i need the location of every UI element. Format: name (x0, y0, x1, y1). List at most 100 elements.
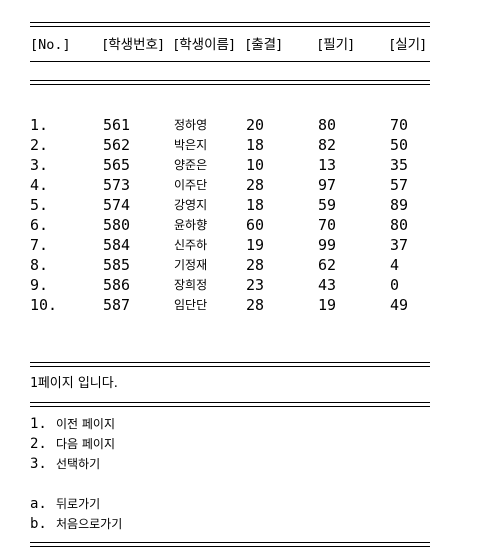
menu-item-prev-page[interactable]: 1. 이전 페이지 (30, 414, 430, 434)
menu-label: 다음 페이지 (56, 437, 116, 451)
footer-bottom-rule-2 (30, 546, 430, 547)
page-indicator: 1페이지 입니다. (30, 374, 118, 394)
row-no: 9. (30, 276, 49, 294)
table-row: 3. 565 양준은 10 13 35 (30, 155, 450, 175)
header-top-rule-2 (30, 26, 430, 27)
menu-key: a. (30, 496, 47, 512)
header-written: [필기] (318, 37, 354, 53)
menu-item-go-back[interactable]: a. 뒤로가기 (30, 494, 430, 514)
row-attendance: 28 (246, 176, 265, 194)
row-student-name: 양준은 (174, 158, 208, 172)
row-written: 82 (318, 136, 337, 154)
table-row: 6. 580 윤하향 60 70 80 (30, 215, 450, 235)
header-attendance: [출결] (246, 37, 282, 53)
row-no: 3. (30, 156, 49, 174)
row-practical: 35 (390, 156, 409, 174)
row-practical: 57 (390, 176, 409, 194)
menu-label: 선택하기 (56, 457, 101, 471)
footer-bottom-rule-1 (30, 542, 430, 543)
menu-key: 3. (30, 456, 47, 472)
menu-label: 이전 페이지 (56, 417, 116, 431)
row-no: 4. (30, 176, 49, 194)
row-no: 2. (30, 136, 49, 154)
row-attendance: 28 (246, 256, 265, 274)
menu-label: 뒤로가기 (56, 497, 101, 511)
header-student-id: [학생번호] (103, 37, 164, 53)
row-student-id: 587 (103, 296, 131, 314)
row-no: 1. (30, 116, 49, 134)
menu-label: 처음으로가기 (56, 517, 123, 531)
row-student-id: 584 (103, 236, 131, 254)
header-top-rule-1 (30, 22, 430, 23)
table-row: 1. 561 정하영 20 80 70 (30, 115, 450, 135)
menu-top-rule-2 (30, 406, 430, 407)
footer-top-rule-1 (30, 362, 430, 363)
row-written: 99 (318, 236, 337, 254)
row-student-id: 580 (103, 216, 131, 234)
row-practical: 80 (390, 216, 409, 234)
row-student-name: 신주하 (174, 238, 208, 252)
row-written: 59 (318, 196, 337, 214)
row-student-id: 565 (103, 156, 131, 174)
separator-rule-3 (30, 84, 430, 85)
row-student-name: 강영지 (174, 198, 208, 212)
row-student-id: 586 (103, 276, 131, 294)
row-student-name: 기정재 (174, 258, 208, 272)
row-practical: 70 (390, 116, 409, 134)
menu-item-select[interactable]: 3. 선택하기 (30, 454, 430, 474)
student-table: 1. 561 정하영 20 80 70 2. 562 박은지 18 82 50 … (30, 115, 450, 315)
row-no: 5. (30, 196, 49, 214)
row-student-name: 박은지 (174, 138, 208, 152)
table-row: 5. 574 강영지 18 59 89 (30, 195, 450, 215)
row-attendance: 28 (246, 296, 265, 314)
row-no: 6. (30, 216, 49, 234)
menu-item-go-home[interactable]: b. 처음으로가기 (30, 514, 430, 534)
row-practical: 0 (390, 276, 400, 294)
page-number: 1 (30, 376, 38, 391)
row-attendance: 19 (246, 236, 265, 254)
row-practical: 4 (390, 256, 400, 274)
table-row: 10. 587 임단단 28 19 49 (30, 295, 450, 315)
row-student-id: 574 (103, 196, 131, 214)
row-practical: 50 (390, 136, 409, 154)
menu-top-rule-1 (30, 402, 430, 403)
separator-rule-1 (30, 61, 430, 62)
table-row: 2. 562 박은지 18 82 50 (30, 135, 450, 155)
menu-key: 1. (30, 416, 47, 432)
row-practical: 89 (390, 196, 409, 214)
header-practical: [실기] (390, 37, 426, 53)
table-row: 8. 585 기정재 28 62 4 (30, 255, 450, 275)
table-row: 9. 586 장희정 23 43 0 (30, 275, 450, 295)
row-student-name: 정하영 (174, 118, 208, 132)
row-attendance: 23 (246, 276, 265, 294)
row-no: 10. (30, 296, 58, 314)
row-student-name: 장희정 (174, 278, 208, 292)
row-no: 8. (30, 256, 49, 274)
row-written: 62 (318, 256, 337, 274)
row-attendance: 18 (246, 196, 265, 214)
table-row: 7. 584 신주하 19 99 37 (30, 235, 450, 255)
menu-item-next-page[interactable]: 2. 다음 페이지 (30, 434, 430, 454)
row-written: 43 (318, 276, 337, 294)
menu-gap (30, 474, 430, 494)
row-written: 19 (318, 296, 337, 314)
row-practical: 49 (390, 296, 409, 314)
header-student-name: [학생이름] (174, 37, 235, 53)
row-attendance: 18 (246, 136, 265, 154)
row-student-name: 윤하향 (174, 218, 208, 232)
row-attendance: 10 (246, 156, 265, 174)
menu-key: b. (30, 516, 47, 532)
row-student-id: 585 (103, 256, 131, 274)
table-header: [No.] [학생번호] [학생이름] [출결] [필기] [실기] (30, 35, 450, 55)
page-indicator-text: 페이지 입니다. (37, 376, 118, 391)
row-student-id: 562 (103, 136, 131, 154)
navigation-menu: 1. 이전 페이지 2. 다음 페이지 3. 선택하기 a. 뒤로가기 b. 처… (30, 414, 430, 534)
row-student-name: 임단단 (174, 298, 208, 312)
row-written: 97 (318, 176, 337, 194)
table-row: 4. 573 이주단 28 97 57 (30, 175, 450, 195)
row-written: 13 (318, 156, 337, 174)
row-practical: 37 (390, 236, 409, 254)
row-attendance: 20 (246, 116, 265, 134)
separator-rule-2 (30, 80, 430, 81)
row-student-id: 561 (103, 116, 131, 134)
